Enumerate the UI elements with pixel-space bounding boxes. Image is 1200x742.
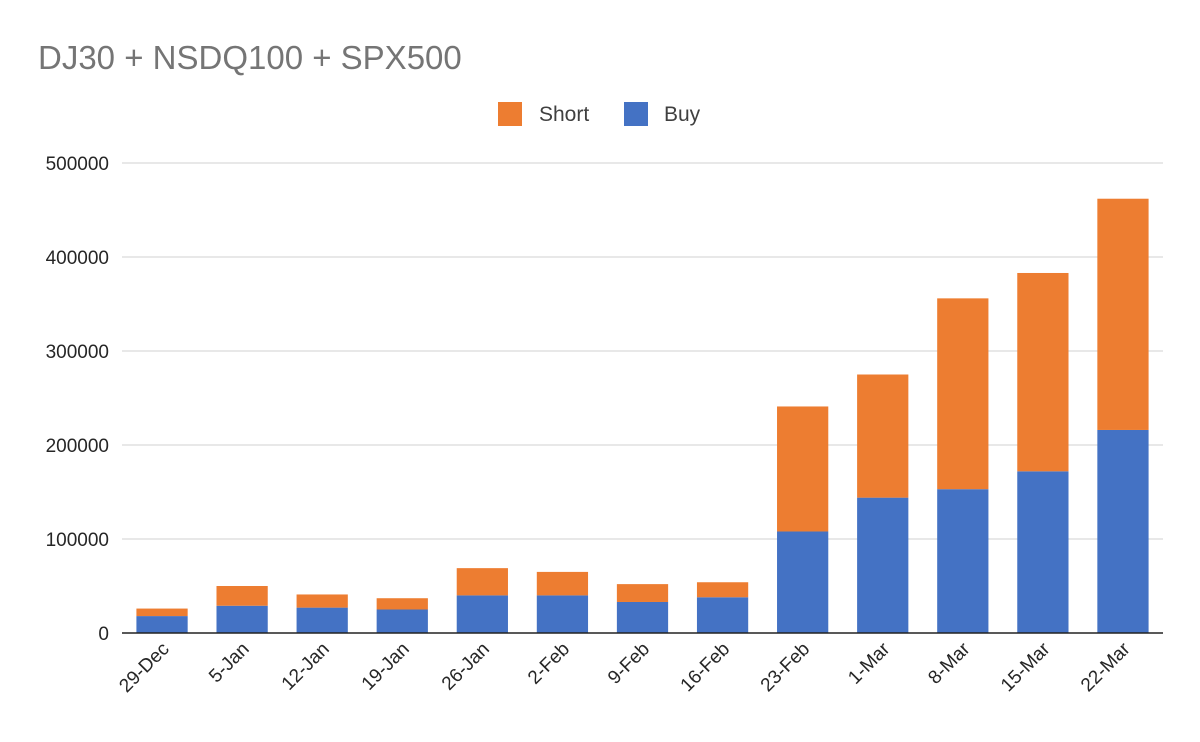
y-tick-label: 300000 (46, 342, 109, 363)
x-tick-label: 1-Mar (844, 638, 894, 688)
y-tick-label: 400000 (46, 248, 109, 269)
bar-short-2-Feb (536, 571, 589, 596)
bar-short-1-Mar (857, 374, 909, 498)
bar-buy-22-Mar (1097, 429, 1149, 633)
bar-buy-16-Feb (696, 597, 749, 633)
bar-short-5-Jan (216, 586, 268, 606)
legend-swatch-short (498, 102, 522, 126)
bar-buy-15-Mar (1017, 471, 1069, 633)
bar-short-22-Mar (1097, 198, 1149, 430)
x-tick-label: 8-Mar (924, 638, 974, 688)
x-tick-label: 22-Mar (1077, 638, 1135, 696)
bar-short-29-Dec (136, 608, 188, 617)
bar-buy-23-Feb (777, 531, 829, 633)
y-tick-label: 0 (98, 624, 109, 645)
bar-buy-9-Feb (616, 601, 669, 633)
y-tick-label: 100000 (46, 530, 109, 551)
bar-short-26-Jan (456, 568, 508, 596)
bar-short-12-Jan (296, 594, 348, 608)
x-tick-label: 29-Dec (115, 639, 173, 697)
x-axis: 29-Dec 5-Jan 12-Jan 19-Jan 26-Jan 2-Feb 9-Feb 1… (115, 638, 1135, 697)
bar-buy-8-Mar (937, 489, 989, 633)
y-axis: 0 100000 200000 300000 400000 500000 (46, 154, 109, 645)
bar-short-8-Mar (937, 298, 989, 490)
x-tick-label: 5-Jan (205, 639, 253, 687)
x-tick-label: 15-Mar (997, 638, 1055, 696)
gridlines (122, 162, 1163, 540)
bar-short-9-Feb (616, 584, 669, 602)
y-tick-label: 500000 (46, 154, 109, 175)
chart-legend: Short Buy (498, 102, 701, 126)
x-tick-label: 16-Feb (677, 639, 734, 696)
legend-swatch-buy (624, 102, 648, 126)
x-tick-label: 19-Jan (358, 639, 414, 695)
bar-short-15-Mar (1017, 272, 1069, 472)
x-tick-label: 2-Feb (524, 639, 574, 689)
bar-short-16-Feb (696, 582, 749, 598)
bar-buy-29-Dec (136, 616, 188, 633)
bar-buy-5-Jan (216, 605, 268, 633)
bar-short-19-Jan (376, 598, 428, 610)
y-tick-label: 200000 (46, 436, 109, 457)
bar-buy-1-Mar (857, 497, 909, 633)
bar-short-23-Feb (777, 406, 829, 532)
x-tick-label: 12-Jan (278, 639, 334, 695)
x-tick-label: 26-Jan (438, 639, 494, 695)
bar-buy-2-Feb (536, 595, 589, 633)
chart-title: DJ30 + NSDQ100 + SPX500 (38, 39, 462, 76)
bars (136, 198, 1149, 633)
bar-buy-12-Jan (296, 607, 348, 633)
x-tick-label: 23-Feb (757, 639, 814, 696)
x-tick-label: 9-Feb (604, 639, 654, 689)
bar-buy-19-Jan (376, 609, 428, 633)
legend-label-buy: Buy (664, 103, 701, 126)
legend-label-short: Short (539, 103, 589, 126)
bar-buy-26-Jan (456, 595, 508, 633)
